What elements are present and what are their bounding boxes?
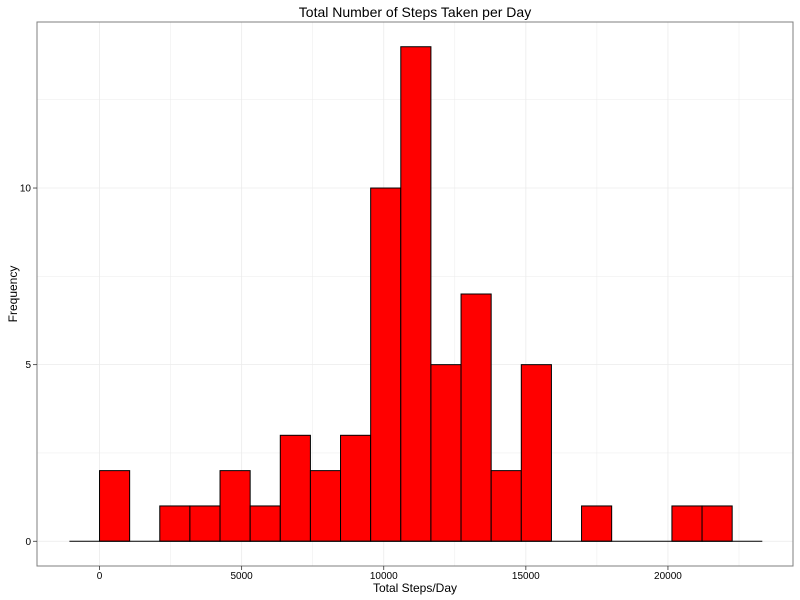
- histogram-bar: [99, 470, 131, 542]
- histogram-bar: [671, 505, 703, 542]
- bars: [99, 46, 733, 542]
- x-tick-label: 10000: [370, 571, 398, 582]
- histogram-bar: [249, 505, 281, 542]
- histogram-bar: [279, 434, 311, 542]
- histogram-bar: [219, 470, 251, 542]
- histogram-bar: [701, 505, 733, 542]
- x-tick-label: 5000: [231, 571, 254, 582]
- chart-title: Total Number of Steps Taken per Day: [299, 4, 531, 20]
- histogram-bar: [189, 505, 221, 542]
- x-axis-title: Total Steps/Day: [373, 581, 457, 595]
- histogram-bar: [400, 46, 432, 542]
- x-tick-label: 0: [97, 571, 103, 582]
- y-axis-title: Frequency: [6, 266, 20, 323]
- histogram-bar: [370, 187, 402, 542]
- histogram-bar: [159, 505, 191, 542]
- histogram-bar: [309, 470, 342, 542]
- x-tick-label: 15000: [512, 571, 540, 582]
- histogram-bar: [581, 505, 613, 542]
- y-axis: 0 5 10: [20, 184, 37, 548]
- y-tick-label: 5: [25, 360, 31, 371]
- histogram-bar: [490, 470, 522, 542]
- histogram-bar: [340, 434, 372, 542]
- y-tick-label: 10: [20, 184, 32, 195]
- x-axis: 0 5000 10000 15000 20000: [97, 566, 682, 582]
- x-tick-label: 20000: [654, 571, 682, 582]
- y-tick-label: 0: [25, 537, 31, 548]
- histogram-bar: [430, 364, 462, 542]
- plot-panel-border: [36, 21, 794, 567]
- histogram-bar: [460, 293, 492, 542]
- histogram-bar: [520, 364, 552, 542]
